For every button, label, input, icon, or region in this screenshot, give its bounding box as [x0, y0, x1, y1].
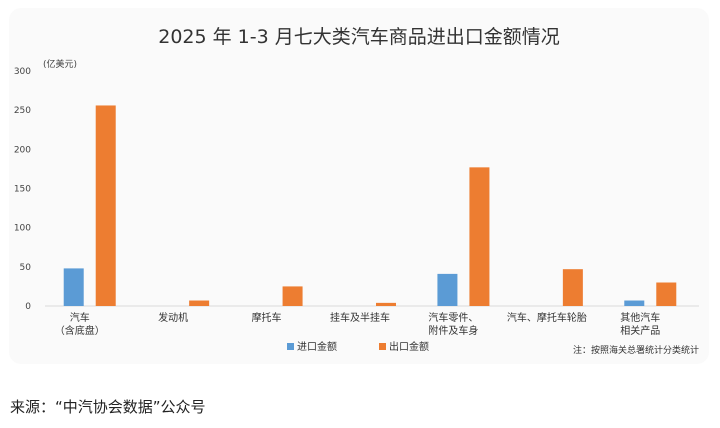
source-caption: 来源：“中汽协会数据”公众号 — [10, 398, 206, 416]
bar-chart: 2025 年 1-3 月七大类汽车商品进出口金额情况 (亿美元) 0 50 100 150… — [14, 26, 699, 356]
bar-出口金额-5 — [562, 269, 583, 306]
x-tick-label-0-0: 汽车 — [70, 311, 90, 324]
x-tick-label-4-0: 汽车零件、 — [428, 311, 478, 324]
bar-出口金额-3 — [376, 302, 396, 306]
x-tick-label-5-0: 汽车、摩托车轮胎 — [507, 311, 587, 324]
y-tick-label-0: 0 — [25, 302, 31, 312]
bar-出口金额-0 — [95, 105, 116, 306]
x-tick-label-6-1: 相关产品 — [620, 324, 660, 337]
bar-进口金额-0 — [63, 268, 84, 306]
y-tick-label-3: 150 — [14, 185, 31, 195]
legend-label-1: 出口金额 — [389, 340, 429, 353]
chart-title: 2025 年 1-3 月七大类汽车商品进出口金额情况 — [158, 26, 560, 48]
bar-出口金额-4 — [469, 167, 490, 306]
legend-label-0: 进口金额 — [297, 340, 337, 353]
x-tick-label-6-0: 其他汽车 — [620, 311, 660, 324]
y-tick-label-1: 50 — [20, 263, 32, 273]
y-tick-label-2: 100 — [14, 224, 31, 234]
x-tick-label-0-1: （含底盘） — [55, 324, 105, 337]
x-tick-label-1-0: 发动机 — [158, 311, 188, 324]
bar-进口金额-4 — [437, 273, 458, 306]
x-tick-label-3-0: 挂车及半挂车 — [330, 311, 390, 324]
bar-出口金额-2 — [282, 286, 303, 306]
y-unit-label: (亿美元) — [43, 58, 77, 70]
y-tick-label-5: 250 — [14, 106, 31, 116]
bar-进口金额-6 — [624, 300, 645, 306]
x-tick-label-2-0: 摩托车 — [252, 311, 282, 324]
chart-note: 注：按照海关总署统计分类统计 — [573, 344, 699, 356]
bar-出口金额-1 — [189, 300, 210, 306]
x-tick-label-4-1: 附件及车身 — [428, 324, 478, 337]
legend-swatch-0 — [287, 343, 294, 350]
y-tick-label-4: 200 — [14, 145, 31, 155]
legend-swatch-1 — [379, 343, 386, 350]
y-tick-label-6: 300 — [14, 67, 31, 77]
chart-card: 2025 年 1-3 月七大类汽车商品进出口金额情况 (亿美元) 0 50 100 150… — [9, 8, 709, 364]
bar-出口金额-6 — [656, 282, 677, 306]
